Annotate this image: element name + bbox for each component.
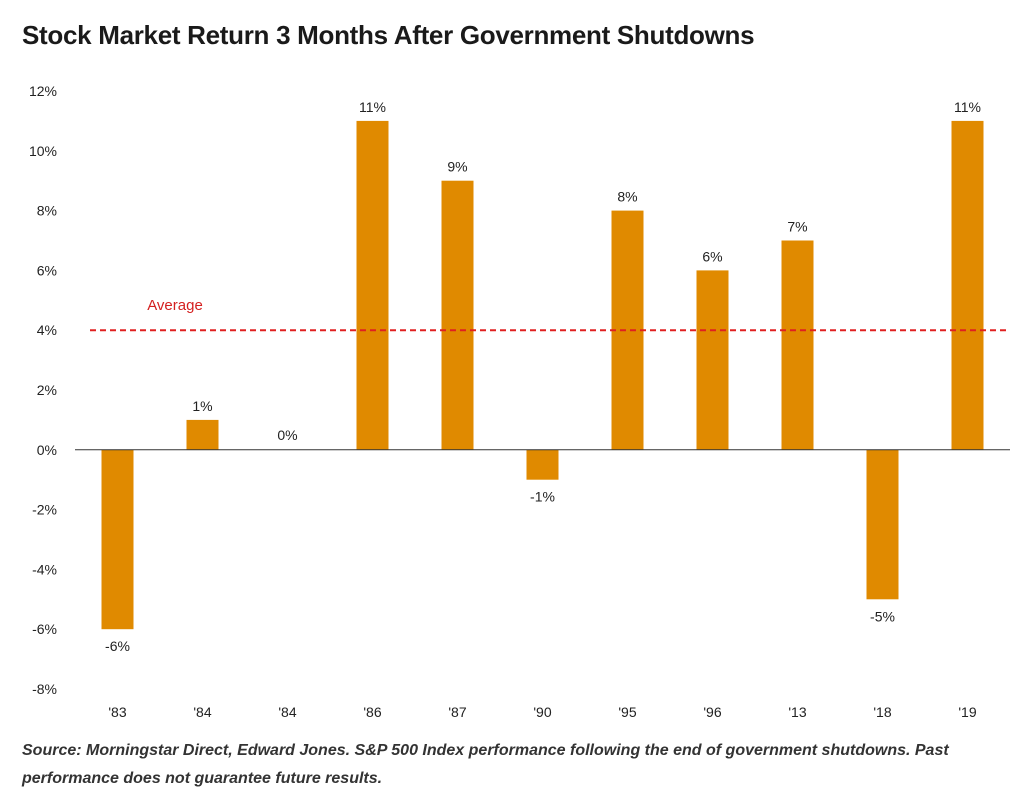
x-tick-label: '86: [363, 704, 381, 720]
x-tick-label: '90: [533, 704, 551, 720]
x-tick-label: '84: [278, 704, 296, 720]
y-tick-label: -6%: [32, 621, 57, 637]
data-label: 7%: [787, 219, 807, 235]
y-tick-label: -8%: [32, 681, 57, 697]
bar-9: [781, 240, 814, 450]
data-label: -6%: [105, 638, 130, 654]
bar-8: [696, 270, 729, 450]
x-tick-label: '95: [618, 704, 636, 720]
average-label: Average: [147, 297, 203, 314]
data-label: 8%: [617, 189, 637, 205]
y-tick-label: 8%: [37, 203, 57, 219]
data-label: -5%: [870, 608, 895, 624]
y-tick-label: -4%: [32, 561, 57, 577]
x-tick-label: '96: [703, 704, 721, 720]
x-tick-label: '84: [193, 704, 211, 720]
x-tick-label: '83: [108, 704, 126, 720]
bar-11: [951, 120, 984, 450]
bar-7: [611, 210, 644, 450]
x-tick-label: '13: [788, 704, 806, 720]
data-label: 6%: [702, 248, 722, 264]
data-label: 11%: [359, 99, 386, 115]
y-tick-label: 4%: [37, 322, 57, 338]
bar-1: [101, 449, 134, 630]
bar-chart: 12% 10% 8% 6% 4% 2% 0% -2% -4% -6% -8% -6% '83 1% '84 0…: [29, 83, 1010, 720]
chart-title: Stock Market Return 3 Months After Gover…: [22, 20, 755, 50]
bar-5: [441, 180, 474, 450]
data-label: 0%: [277, 427, 297, 443]
y-tick-label: -2%: [32, 502, 57, 518]
x-tick-label: '87: [448, 704, 466, 720]
data-label: 9%: [447, 159, 467, 175]
bar-4: [356, 120, 389, 450]
y-tick-label: 10%: [29, 143, 57, 159]
data-label: -1%: [530, 489, 555, 505]
bar-10: [866, 449, 899, 600]
x-tick-label: '18: [873, 704, 891, 720]
data-label: 11%: [954, 99, 981, 115]
y-tick-label: 2%: [37, 382, 57, 398]
bar-2: [186, 419, 219, 450]
y-tick-label: 12%: [29, 83, 57, 99]
x-tick-label: '19: [958, 704, 976, 720]
bar-6: [526, 449, 559, 480]
y-tick-label: 6%: [37, 262, 57, 278]
y-tick-label: 0%: [37, 442, 57, 458]
source-note: Source: Morningstar Direct, Edward Jones…: [22, 742, 949, 787]
data-label: 1%: [192, 398, 212, 414]
